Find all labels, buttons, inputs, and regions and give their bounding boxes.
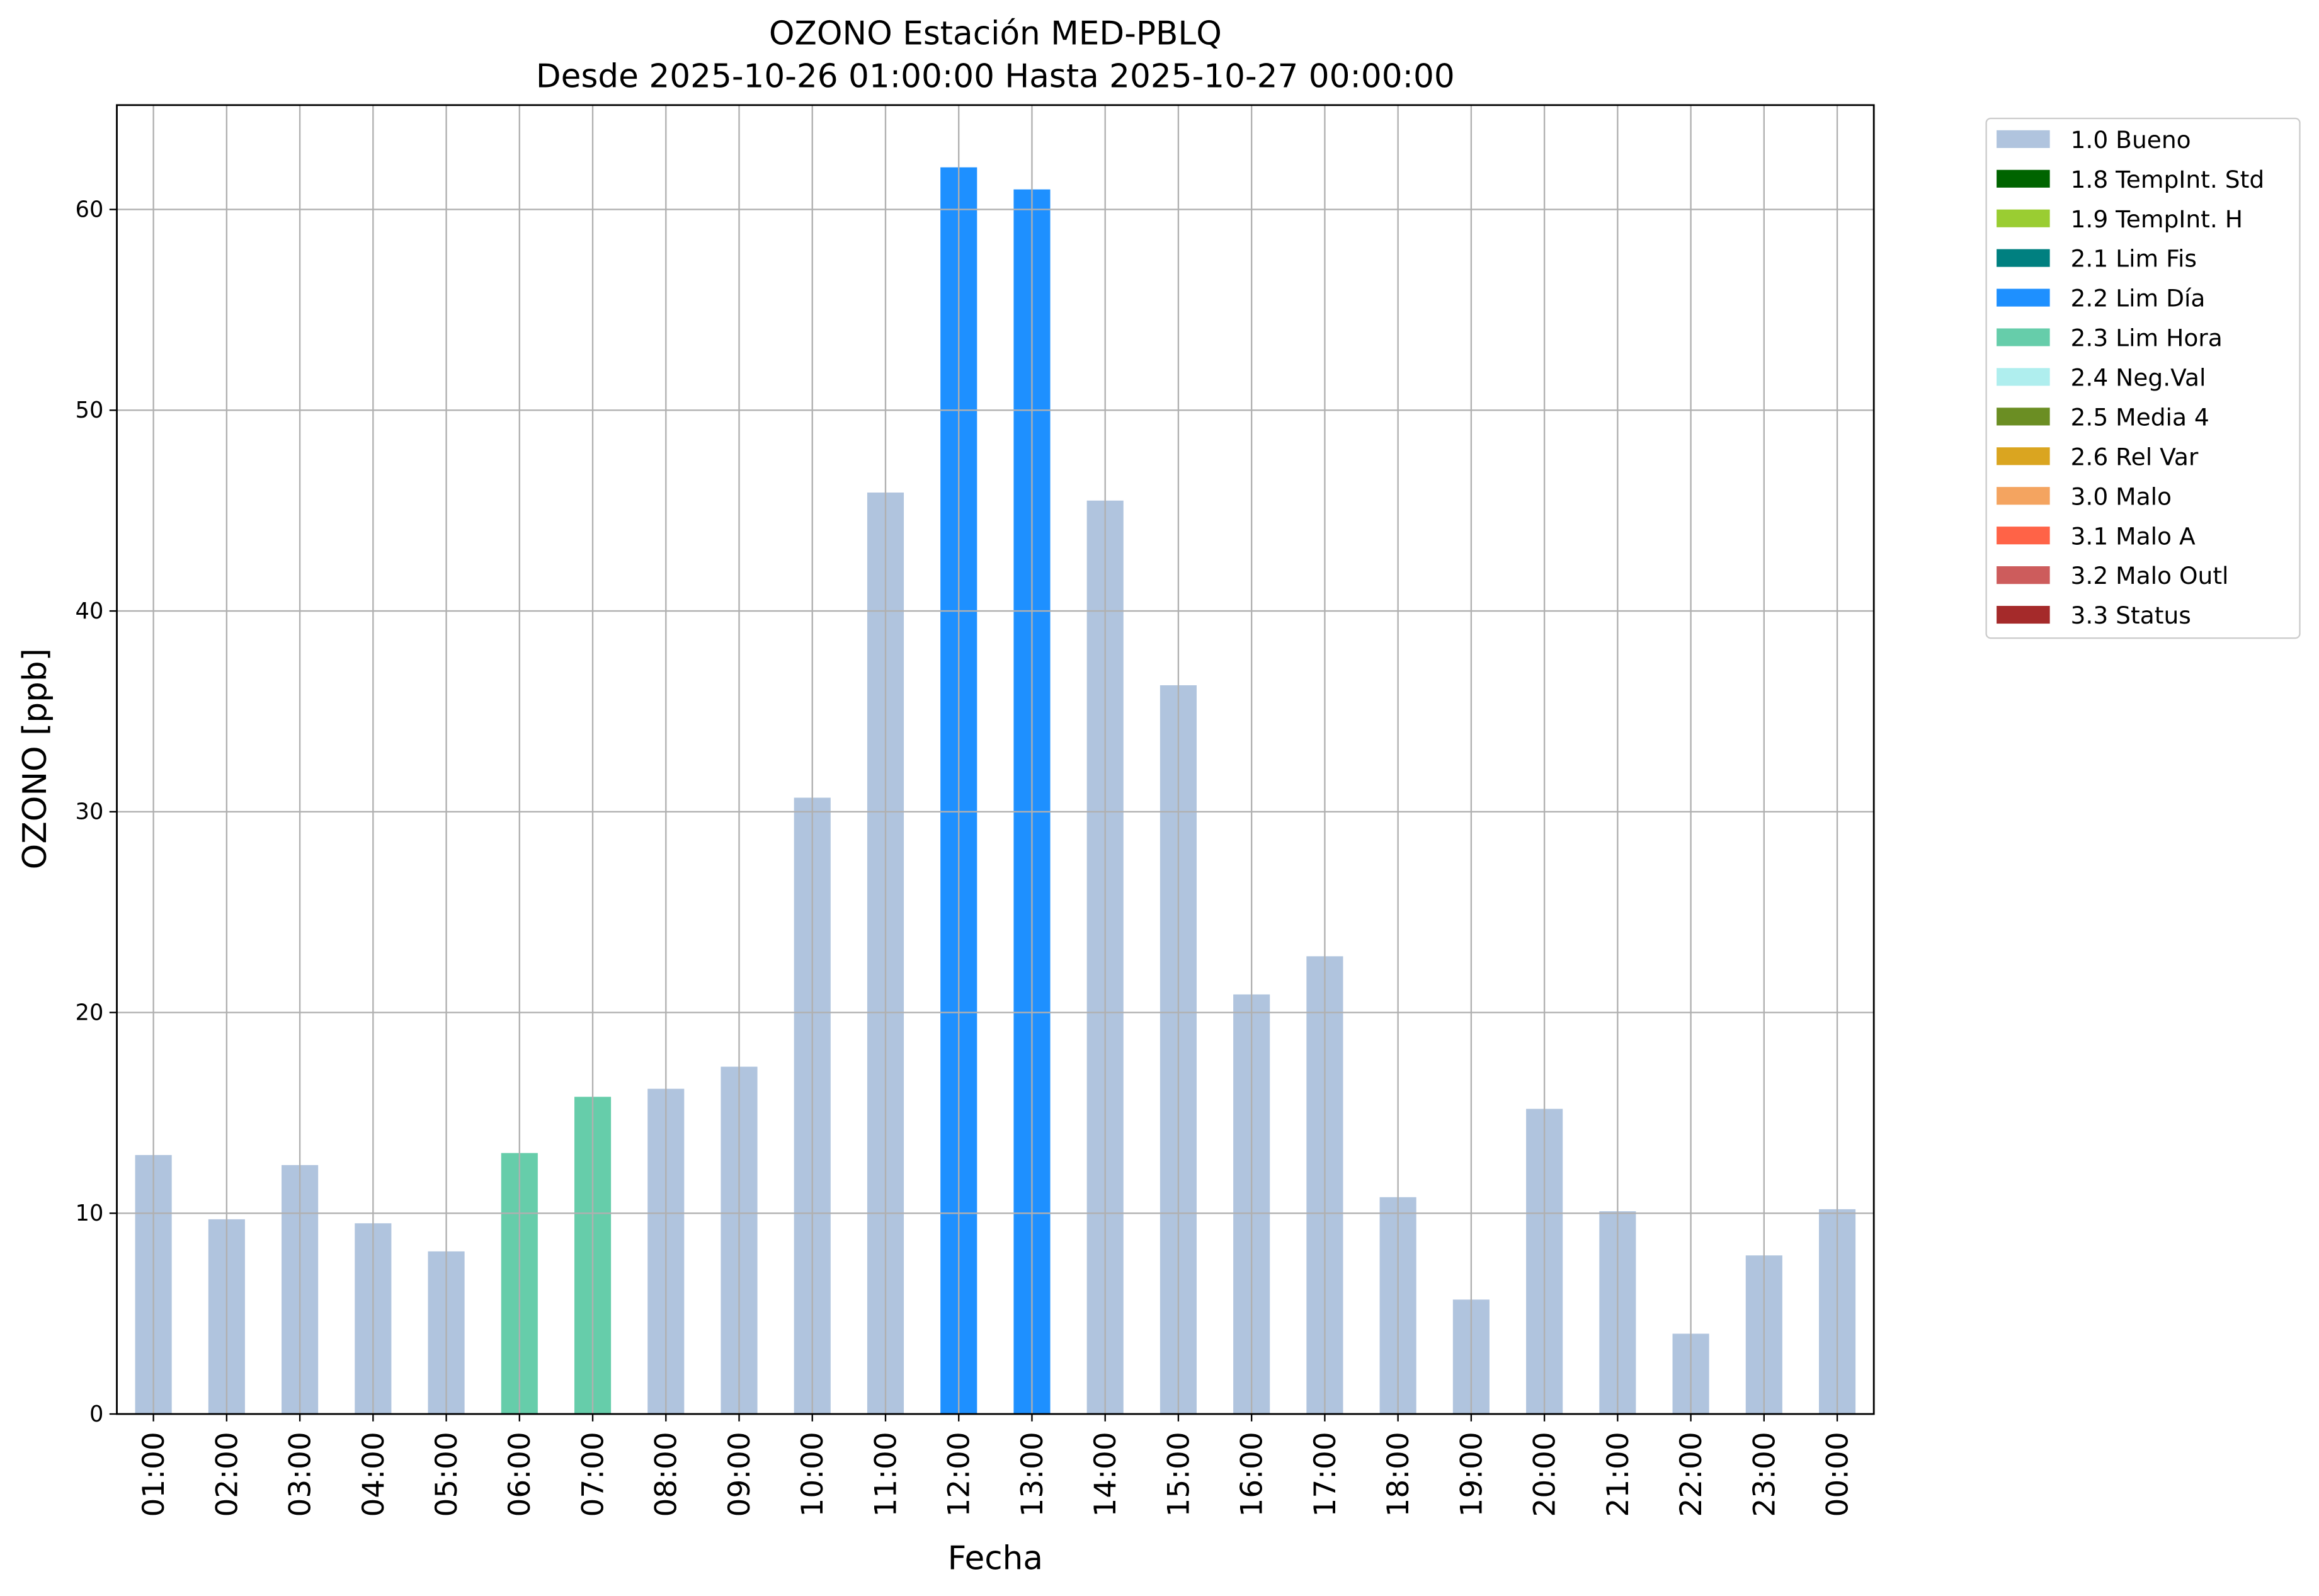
legend-label: 1.0 Bueno — [2071, 126, 2191, 154]
legend-swatch — [1997, 130, 2050, 148]
legend-label: 2.4 Neg.Val — [2071, 364, 2206, 392]
x-tick-label: 19:00 — [1454, 1432, 1489, 1517]
y-tick-label: 0 — [89, 1401, 103, 1427]
y-tick-label: 10 — [76, 1200, 104, 1226]
y-tick-label: 60 — [76, 197, 104, 222]
legend-swatch — [1997, 527, 2050, 545]
x-tick-label: 15:00 — [1161, 1432, 1196, 1517]
legend-label: 3.1 Malo A — [2071, 522, 2196, 550]
x-tick-label: 14:00 — [1088, 1432, 1123, 1517]
x-tick-label: 04:00 — [356, 1432, 391, 1517]
legend-swatch — [1997, 566, 2050, 584]
x-tick-label: 22:00 — [1674, 1432, 1709, 1517]
legend-label: 2.1 Lim Fis — [2071, 245, 2197, 273]
x-tick-label: 10:00 — [795, 1432, 830, 1517]
x-tick-label: 03:00 — [283, 1432, 318, 1517]
legend-swatch — [1997, 249, 2050, 267]
x-axis-label: Fecha — [948, 1540, 1043, 1578]
x-tick-label: 12:00 — [942, 1432, 977, 1517]
plot-frame — [116, 104, 1875, 1415]
x-tick-label: 02:00 — [210, 1432, 244, 1517]
chart-title: OZONO Estación MED-PBLQ — [769, 15, 1222, 53]
x-tick-label: 20:00 — [1528, 1432, 1563, 1517]
chart-subtitle: Desde 2025-10-26 01:00:00 Hasta 2025-10-… — [536, 58, 1455, 96]
legend-label: 1.9 TempInt. H — [2071, 205, 2243, 233]
legend-swatch — [1997, 169, 2050, 188]
x-tick-label: 06:00 — [503, 1432, 537, 1517]
legend-label: 2.3 Lim Hora — [2071, 324, 2223, 352]
legend-swatch — [1997, 408, 2050, 426]
legend-swatch — [1997, 288, 2050, 307]
legend-label: 2.2 Lim Día — [2071, 285, 2206, 312]
y-tick-label: 20 — [76, 1000, 104, 1025]
x-tick-label: 08:00 — [649, 1432, 684, 1517]
y-axis-label: OZONO [ppb] — [16, 648, 54, 869]
y-tick-label: 50 — [76, 397, 104, 423]
y-tick-label: 30 — [76, 799, 104, 825]
x-tick-label: 23:00 — [1747, 1432, 1782, 1517]
x-tick-label: 05:00 — [430, 1432, 464, 1517]
legend-label: 1.8 TempInt. Std — [2071, 166, 2265, 193]
x-tick-label: 07:00 — [576, 1432, 610, 1517]
legend-swatch — [1997, 487, 2050, 505]
legend-swatch — [1997, 605, 2050, 624]
x-tick-label: 13:00 — [1015, 1432, 1050, 1517]
legend-label: 3.3 Status — [2071, 601, 2191, 629]
x-tick-label: 00:00 — [1821, 1432, 1855, 1517]
legend-swatch — [1997, 209, 2050, 227]
x-tick-label: 18:00 — [1381, 1432, 1416, 1517]
x-tick-label: 21:00 — [1601, 1432, 1636, 1517]
x-tick-label: 17:00 — [1308, 1432, 1343, 1517]
y-tick-label: 40 — [76, 598, 104, 624]
legend-swatch — [1997, 447, 2050, 465]
legend-label: 3.0 Malo — [2071, 482, 2172, 510]
x-tick-label: 11:00 — [869, 1432, 903, 1517]
x-tick-label: 09:00 — [722, 1432, 757, 1517]
x-tick-label: 16:00 — [1235, 1432, 1270, 1517]
legend-swatch — [1997, 368, 2050, 386]
legend-box — [1985, 117, 2301, 639]
legend-label: 2.6 Rel Var — [2071, 443, 2199, 470]
legend-label: 2.5 Media 4 — [2071, 403, 2209, 431]
x-tick-label: 01:00 — [137, 1432, 171, 1517]
legend-swatch — [1997, 328, 2050, 346]
legend-label: 3.2 Malo Outl — [2071, 562, 2229, 590]
